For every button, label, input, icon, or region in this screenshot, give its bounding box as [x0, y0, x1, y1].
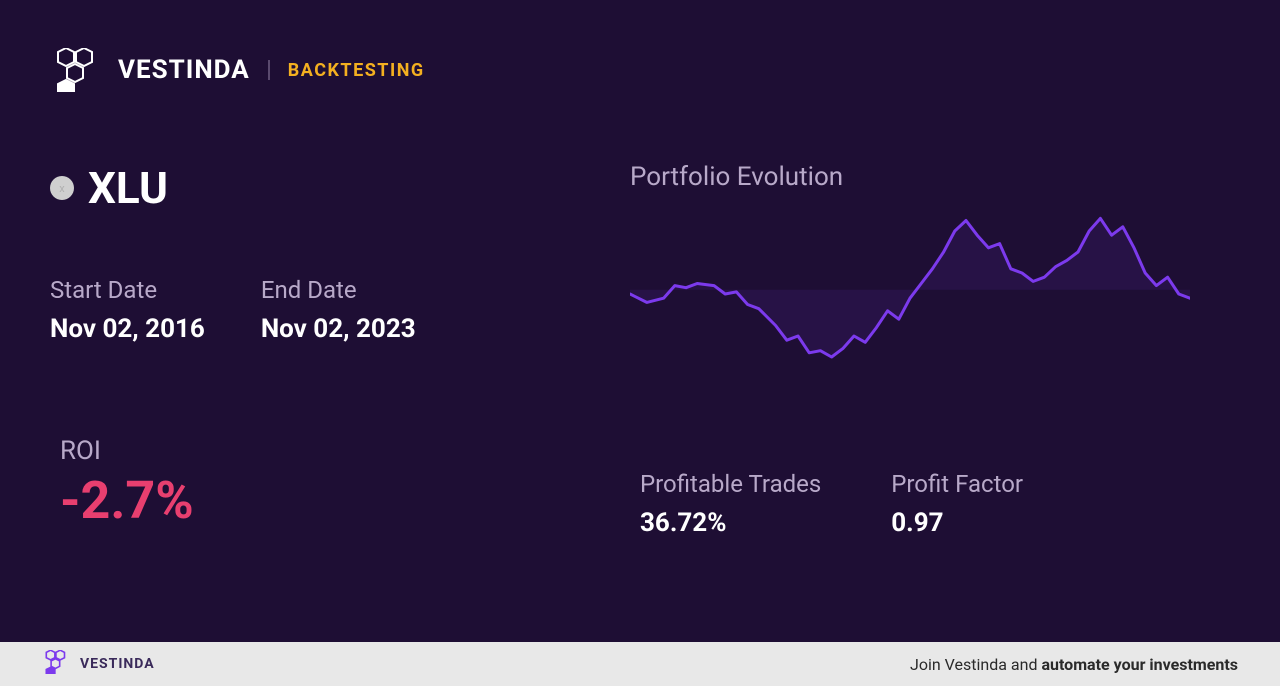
vestinda-icon	[50, 48, 106, 92]
stats-row: Profitable Trades 36.72% Profit Factor 0…	[640, 470, 1230, 538]
profitable-trades-block: Profitable Trades 36.72%	[640, 470, 821, 538]
dates-row: Start Date Nov 02, 2016 End Date Nov 02,…	[50, 276, 550, 344]
brand-logo: VESTINDA	[50, 48, 250, 92]
footer-text-prefix: Join Vestinda and	[910, 655, 1041, 674]
chart-title: Portfolio Evolution	[630, 162, 1230, 192]
profit-factor-block: Profit Factor 0.97	[891, 470, 1023, 538]
page-label: BACKTESTING	[288, 60, 425, 81]
header: VESTINDA BACKTESTING	[50, 48, 1230, 92]
footer-text-bold: automate your investments	[1041, 655, 1238, 674]
roi-value: -2.7%	[60, 470, 550, 531]
footer-logo: VESTINDA	[42, 650, 155, 678]
footer-brand: VESTINDA	[80, 656, 155, 672]
end-date-label: End Date	[261, 276, 416, 304]
portfolio-chart	[630, 210, 1190, 420]
footer-cta: Join Vestinda and automate your investme…	[910, 655, 1238, 674]
profitable-trades-label: Profitable Trades	[640, 470, 821, 498]
ticker-symbol: XLU	[88, 162, 168, 214]
profit-factor-label: Profit Factor	[891, 470, 1023, 498]
ticker-icon-text: x	[59, 182, 64, 195]
header-divider	[268, 60, 270, 80]
profit-factor-value: 0.97	[891, 508, 1023, 538]
vestinda-icon	[42, 650, 72, 678]
footer: VESTINDA Join Vestinda and automate your…	[0, 642, 1280, 686]
ticker-row: x XLU	[50, 162, 550, 214]
brand-name: VESTINDA	[118, 55, 250, 85]
end-date-value: Nov 02, 2023	[261, 314, 416, 344]
end-date-block: End Date Nov 02, 2023	[261, 276, 416, 344]
left-column: x XLU Start Date Nov 02, 2016 End Date N…	[50, 162, 550, 538]
roi-label: ROI	[60, 436, 550, 466]
roi-block: ROI -2.7%	[60, 436, 550, 531]
right-column: Portfolio Evolution Profitable Trades 36…	[630, 162, 1230, 538]
start-date-block: Start Date Nov 02, 2016	[50, 276, 205, 344]
ticker-icon: x	[50, 176, 74, 200]
profitable-trades-value: 36.72%	[640, 508, 821, 538]
start-date-value: Nov 02, 2016	[50, 314, 205, 344]
start-date-label: Start Date	[50, 276, 205, 304]
